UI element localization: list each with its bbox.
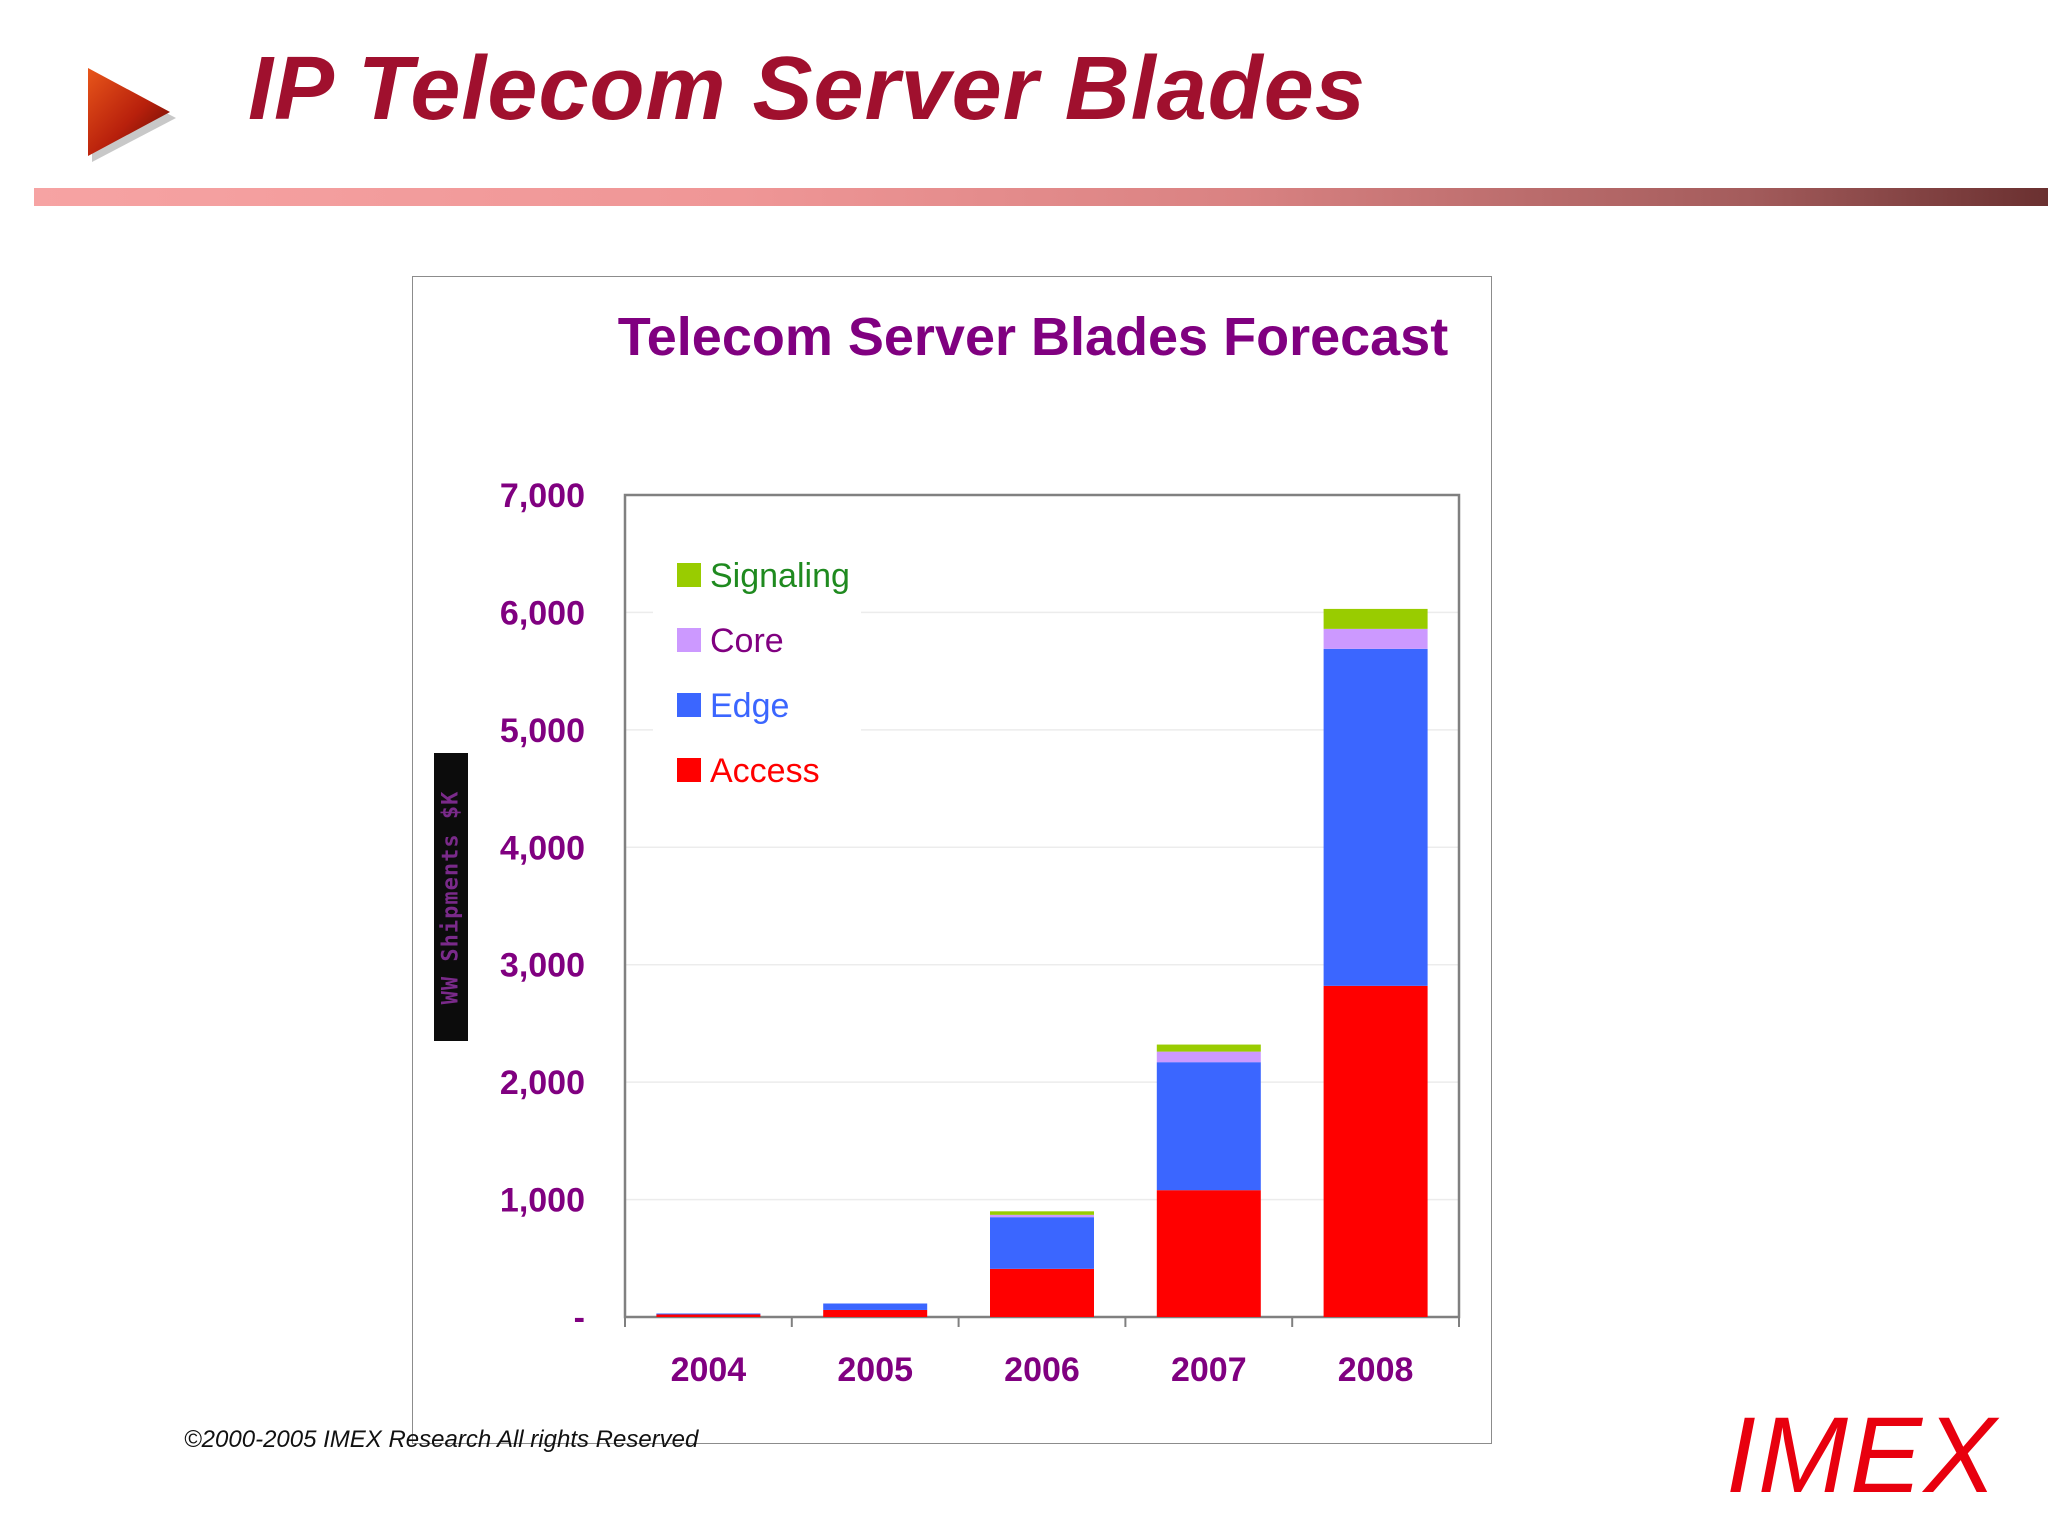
legend-swatch-signaling bbox=[677, 563, 701, 587]
x-tick-label: 2008 bbox=[1338, 1351, 1414, 1389]
copyright-notice: ©2000-2005 IMEX Research All rights Rese… bbox=[184, 1426, 699, 1453]
bar-edge-2007 bbox=[1156, 1062, 1261, 1191]
chart-title: Telecom Server Blades Forecast bbox=[618, 307, 1448, 367]
y-tick-label: - bbox=[574, 1299, 585, 1337]
y-tick-label: 1,000 bbox=[500, 1182, 585, 1220]
bar-core-2008 bbox=[1323, 628, 1428, 649]
x-tick-label: 2004 bbox=[671, 1351, 747, 1389]
y-axis-label-box: WW Shipments $K bbox=[434, 753, 468, 1041]
y-tick-label: 5,000 bbox=[500, 712, 585, 750]
legend-label-edge: Edge bbox=[710, 687, 789, 725]
legend-label-core: Core bbox=[710, 622, 784, 660]
x-tick-label: 2007 bbox=[1171, 1351, 1247, 1389]
y-tick-label: 4,000 bbox=[500, 829, 585, 867]
legend-swatch-core bbox=[677, 628, 701, 652]
play-triangle-icon bbox=[88, 68, 176, 162]
bar-edge-2005 bbox=[823, 1303, 928, 1310]
x-tick-label: 2006 bbox=[1004, 1351, 1080, 1389]
imex-logo: IMEX bbox=[1726, 1394, 1999, 1515]
title-divider bbox=[34, 188, 2048, 206]
bar-access-2006 bbox=[990, 1268, 1094, 1317]
stacked-bar-chart: Telecom Server Blades Forecast - 1,000 2,00… bbox=[500, 307, 1461, 1389]
bar-access-2004 bbox=[656, 1314, 761, 1317]
bar-access-2008 bbox=[1323, 985, 1428, 1317]
legend-label-access: Access bbox=[710, 752, 820, 790]
chart-frame: Telecom Server Blades Forecast - 1,000 2,00… bbox=[412, 276, 1492, 1444]
bar-edge-2004 bbox=[656, 1313, 761, 1315]
y-tick-label: 7,000 bbox=[500, 477, 585, 515]
y-axis-label: WW Shipments $K bbox=[438, 790, 464, 1004]
bar-edge-2006 bbox=[990, 1217, 1094, 1269]
bar-access-2005 bbox=[823, 1309, 928, 1317]
legend-swatch-access bbox=[677, 758, 701, 782]
y-tick-label: 6,000 bbox=[500, 594, 585, 632]
legend-swatch-edge bbox=[677, 693, 701, 717]
bar-signaling-2006 bbox=[990, 1211, 1094, 1215]
slide-title: IP Telecom Server Blades bbox=[248, 39, 1366, 139]
x-tick-label: 2005 bbox=[837, 1351, 913, 1389]
bar-signaling-2008 bbox=[1323, 608, 1428, 629]
bar-core-2006 bbox=[990, 1214, 1094, 1218]
bar-edge-2008 bbox=[1323, 648, 1428, 986]
bar-access-2007 bbox=[1156, 1190, 1261, 1317]
legend-label-signaling: Signaling bbox=[710, 557, 850, 595]
bar-core-2007 bbox=[1156, 1051, 1261, 1063]
y-tick-label: 2,000 bbox=[500, 1064, 585, 1102]
bar-signaling-2007 bbox=[1156, 1044, 1261, 1052]
y-tick-label: 3,000 bbox=[500, 947, 585, 985]
